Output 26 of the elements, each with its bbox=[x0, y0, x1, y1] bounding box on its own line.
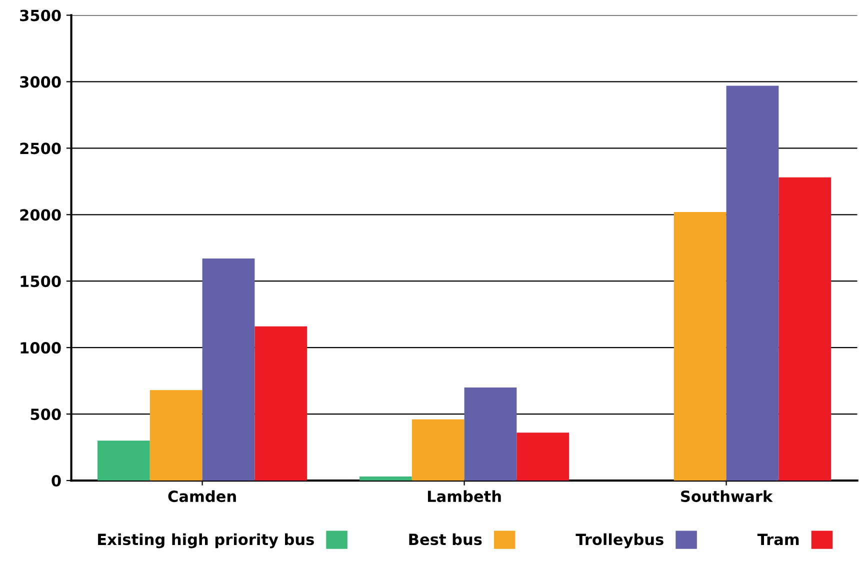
y-tick-label: 2000 bbox=[20, 209, 61, 221]
bar bbox=[464, 387, 517, 481]
x-tick-label: Camden bbox=[168, 490, 236, 502]
bar bbox=[202, 258, 255, 481]
bar bbox=[254, 326, 308, 481]
bar bbox=[516, 432, 570, 481]
y-tick-label: 2500 bbox=[20, 142, 61, 154]
y-tick-label: 0 bbox=[52, 474, 61, 487]
bar bbox=[150, 390, 202, 481]
y-tick-label: 500 bbox=[30, 408, 61, 420]
bar bbox=[412, 419, 464, 481]
y-tick-label: 1000 bbox=[20, 342, 61, 354]
bar bbox=[726, 86, 779, 481]
legend-label: Existing high priority bus bbox=[98, 533, 314, 548]
x-tick-label: Southwark bbox=[681, 490, 773, 502]
bar bbox=[778, 177, 832, 481]
bar bbox=[359, 476, 412, 481]
bar bbox=[97, 440, 150, 481]
x-tick-label: Lambeth bbox=[428, 490, 501, 502]
y-tick-label: 3000 bbox=[20, 76, 61, 88]
legend-label: Tram bbox=[757, 534, 799, 546]
y-tick-label: 3500 bbox=[20, 10, 61, 22]
bar bbox=[674, 212, 726, 481]
legend-label: Trolleybus bbox=[576, 533, 664, 548]
y-tick-label: 1500 bbox=[20, 276, 61, 288]
legend-label: Best bus bbox=[409, 533, 482, 546]
